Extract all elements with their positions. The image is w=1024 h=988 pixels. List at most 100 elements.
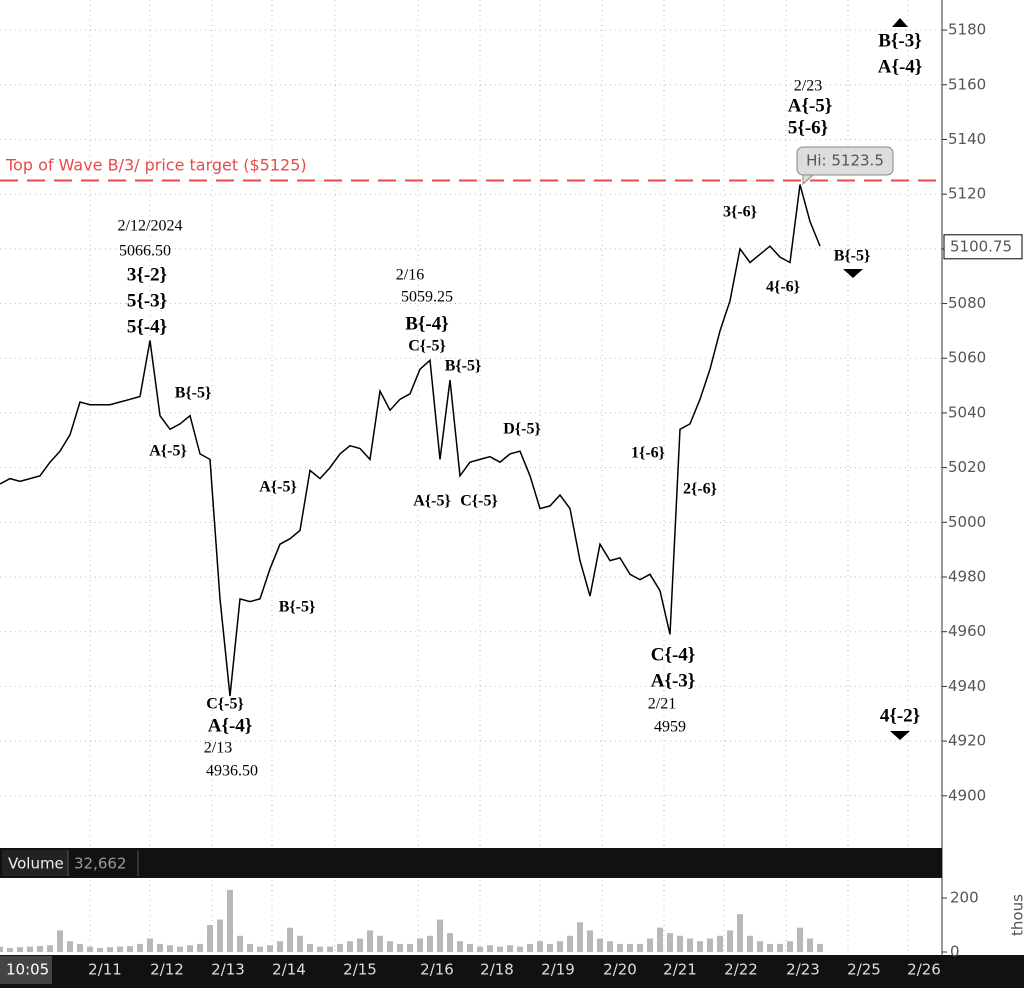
y-tick-label: 5140 <box>948 130 986 148</box>
x-tick-label: 2/11 <box>88 961 122 979</box>
volume-bar <box>417 938 423 952</box>
annotation: 3{-2} <box>127 264 167 285</box>
y-tick-label: 4960 <box>948 622 986 640</box>
volume-bar <box>247 943 253 952</box>
volume-bar <box>727 930 733 952</box>
volume-bar <box>537 941 543 952</box>
volume-bar <box>407 943 413 952</box>
volume-bar <box>637 943 643 952</box>
annotation: 4936.50 <box>206 763 258 780</box>
volume-bar <box>787 941 793 952</box>
x-tick-label: 2/22 <box>724 961 758 979</box>
volume-bar <box>717 935 723 952</box>
annotation: 1{-6} <box>631 445 665 462</box>
volume-bar <box>507 945 513 952</box>
volume-bar <box>767 943 773 952</box>
annotation: 2/23 <box>794 78 822 95</box>
volume-bar <box>517 946 523 952</box>
annotation: A{-5} <box>259 479 297 496</box>
volume-bar <box>227 889 233 952</box>
y-tick-label: 5040 <box>948 403 986 421</box>
volume-bar <box>267 945 273 952</box>
volume-bar <box>117 946 123 952</box>
volume-bar <box>57 930 63 952</box>
volume-bar <box>97 947 103 952</box>
volume-bar <box>207 924 213 952</box>
volume-bar <box>457 941 463 952</box>
annotation: B{-5} <box>279 599 316 616</box>
annotation: C{-5} <box>460 493 498 510</box>
x-axis-bar <box>0 955 1024 988</box>
annotation: 3{-6} <box>723 204 757 221</box>
volume-bar <box>7 947 13 952</box>
volume-bar <box>807 938 813 952</box>
volume-title-box <box>2 850 68 876</box>
last-price-box <box>943 234 1023 260</box>
volume-header <box>0 848 942 878</box>
annotation: B{-5} <box>445 358 482 375</box>
x-tick-label: 2/16 <box>420 961 454 979</box>
volume-bar <box>187 945 193 952</box>
y-tick-label: 5180 <box>948 21 986 39</box>
annotation: C{-4} <box>651 644 696 665</box>
hi-label: Hi: 5123.5 <box>806 152 884 170</box>
volume-bar <box>437 919 443 952</box>
x-tick-label: 2/26 <box>907 961 941 979</box>
x-tick-label: 2/14 <box>272 961 306 979</box>
triangle-up <box>892 18 908 27</box>
volume-bar <box>167 945 173 952</box>
volume-bar <box>87 946 93 952</box>
annotation: 5{-3} <box>127 290 167 311</box>
volume-tick-label: 0 <box>950 943 960 961</box>
volume-bar <box>297 935 303 952</box>
volume-bar <box>77 943 83 952</box>
volume-bar <box>177 946 183 952</box>
y-tick-label: 5020 <box>948 458 986 476</box>
annotation: 2/21 <box>648 696 676 713</box>
volume-bar <box>797 927 803 952</box>
annotation: A{-5} <box>413 493 451 510</box>
volume-bar <box>497 946 503 952</box>
volume-bar <box>317 946 323 952</box>
volume-bar <box>257 946 263 952</box>
target-label: Top of Wave B/3/ price target ($5125) <box>5 156 307 175</box>
volume-bar <box>557 941 563 952</box>
volume-bar <box>687 938 693 952</box>
y-tick-label: 4900 <box>948 786 986 804</box>
y-tick-label: 4920 <box>948 732 986 750</box>
x-tick-label: 2/13 <box>211 961 245 979</box>
volume-bar <box>27 946 33 952</box>
volume-bar <box>647 938 653 952</box>
grid <box>0 0 942 955</box>
volume-bar <box>467 943 473 952</box>
hi-callout <box>796 146 894 176</box>
volume-bar <box>147 938 153 952</box>
annotations: 2/12/2024 5066.50 3{-2} 5{-3} 5{-4} B{-5… <box>118 30 923 779</box>
annotation: 5{-6} <box>788 117 828 138</box>
volume-bar <box>677 935 683 952</box>
volume-bar <box>17 947 23 952</box>
volume-bar <box>397 943 403 952</box>
volume-bar <box>107 947 113 952</box>
volume-bar <box>697 941 703 952</box>
annotation: A{-3} <box>651 670 696 691</box>
x-tick-label: 2/18 <box>480 961 514 979</box>
volume-bar <box>0 946 3 952</box>
x-tick-label: 2/23 <box>786 961 820 979</box>
volume-bar <box>627 943 633 952</box>
y-tick-label: 5000 <box>948 513 986 531</box>
x-tick-label: 2/21 <box>663 961 697 979</box>
volume-bar <box>217 919 223 952</box>
volume-bar <box>427 935 433 952</box>
volume-bar <box>357 938 363 952</box>
volume-bar <box>657 927 663 952</box>
volume-title: Volume <box>8 855 64 873</box>
x-tick-label: 2/20 <box>603 961 637 979</box>
annotation: 4{-2} <box>880 705 920 726</box>
volume-bar <box>757 941 763 952</box>
annotation: B{-5} <box>834 248 871 265</box>
volume-bar <box>127 946 133 952</box>
volume-bar <box>157 943 163 952</box>
x-tick-label: 2/19 <box>541 961 575 979</box>
